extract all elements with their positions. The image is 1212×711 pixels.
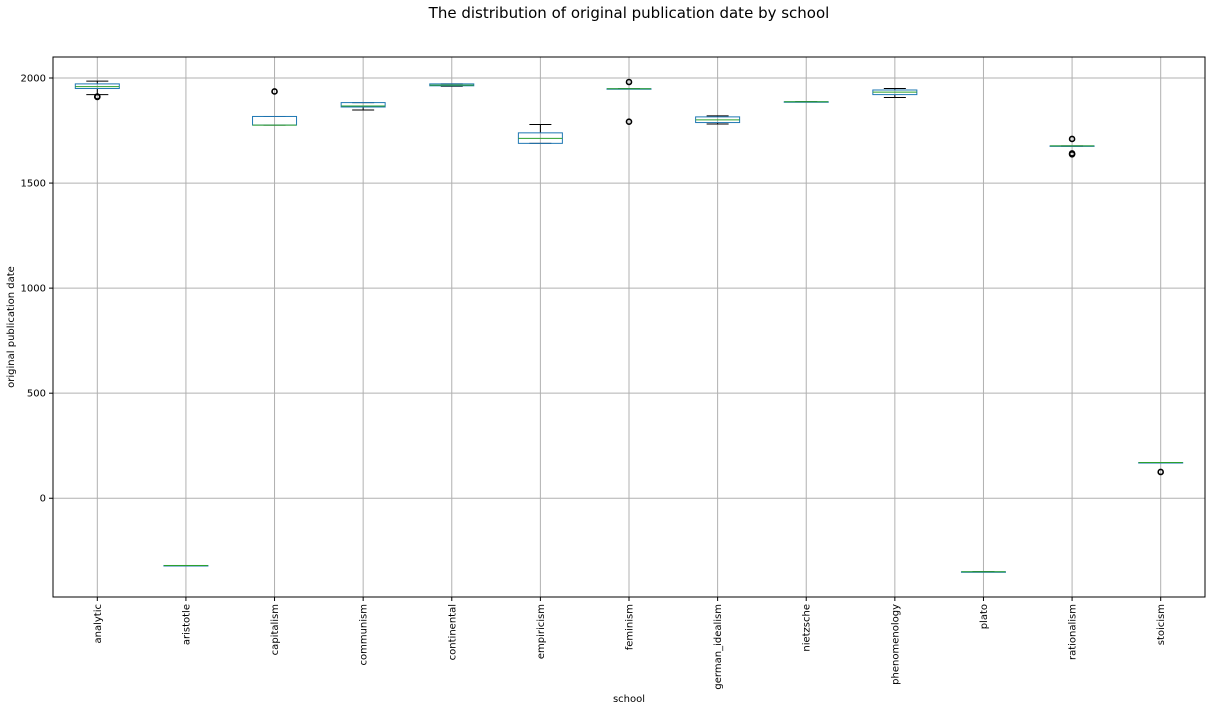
iqr-box xyxy=(340,102,386,108)
box-stoicism xyxy=(1138,462,1184,476)
outlier-point xyxy=(1157,468,1164,476)
y-tick-label: 2000 xyxy=(21,74,46,85)
box-layer xyxy=(74,78,1184,573)
outlier-point xyxy=(625,78,633,86)
outlier-point xyxy=(1068,135,1076,143)
x-tick-label-analytic: analytic xyxy=(93,604,104,644)
y-axis-label: original publication date xyxy=(6,266,17,388)
x-tick-label-plato: plato xyxy=(979,604,990,629)
x-tick-label-aristotle: aristotle xyxy=(181,604,192,645)
outlier-point xyxy=(1068,150,1076,157)
y-tick-label: 1000 xyxy=(21,284,46,295)
x-tick-label-continental: continental xyxy=(447,604,458,660)
box-empiricism xyxy=(517,123,563,144)
outlier-point xyxy=(271,88,278,95)
box-german-idealism xyxy=(695,115,741,125)
x-tick-label-nietzsche: nietzsche xyxy=(802,604,813,652)
x-tick-label-stoicism: stoicism xyxy=(1156,604,1167,645)
x-tick-label-rationalism: rationalism xyxy=(1068,604,1079,660)
box-phenomenology xyxy=(872,88,918,99)
y-tick-label: 1500 xyxy=(21,179,46,190)
x-tick-label-capitalism: capitalism xyxy=(270,604,281,655)
x-tick-label-phenomenology: phenomenology xyxy=(890,604,901,685)
box-rationalism xyxy=(1049,135,1095,158)
box-continental xyxy=(429,83,475,87)
outlier-point xyxy=(625,118,633,126)
x-tick-label-empiricism: empiricism xyxy=(536,604,547,659)
chart-title: The distribution of original publication… xyxy=(428,4,830,22)
box-capitalism xyxy=(252,88,298,126)
box-aristotle xyxy=(163,564,209,567)
box-communism xyxy=(340,102,386,111)
x-tick-label-feminism: feminism xyxy=(625,604,636,650)
box-nietzsche xyxy=(783,101,829,103)
outlier-point xyxy=(94,93,101,100)
y-tick-label: 0 xyxy=(40,494,46,505)
box-analytic xyxy=(74,80,120,101)
x-axis-label: school xyxy=(613,694,645,705)
grid-layer xyxy=(53,57,1205,597)
tick-layer: 0 500 1000 1500 2000 analytic aristotle capital… xyxy=(21,74,1168,690)
box-plato xyxy=(960,571,1006,573)
box-feminism xyxy=(606,78,652,126)
x-tick-label-communism: communism xyxy=(359,604,370,666)
x-tick-label-german-idealism: german_idealism xyxy=(713,604,724,690)
y-tick-label: 500 xyxy=(27,389,46,400)
